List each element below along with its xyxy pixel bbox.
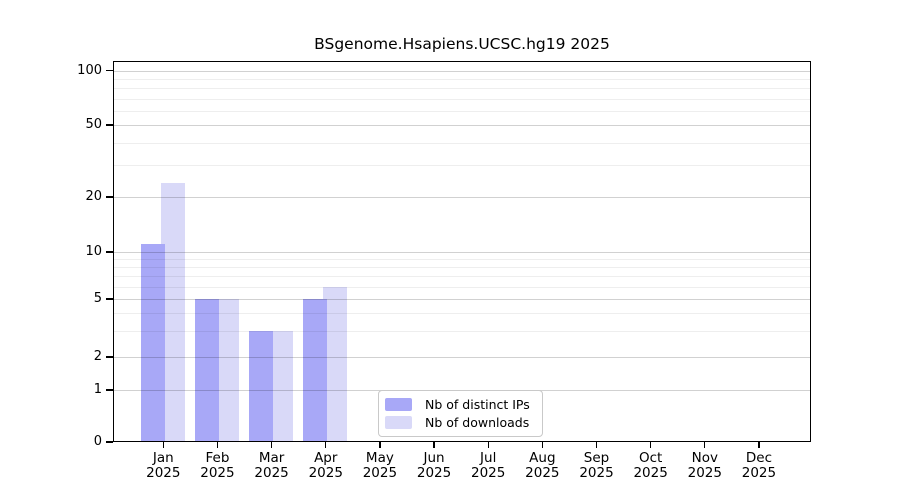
y-tick-label-2: 2 (93, 349, 102, 364)
major-gridline-5 (113, 299, 811, 300)
bar-feb-distinct-ips (194, 299, 219, 442)
bar-mar-downloads (269, 331, 294, 442)
x-tick-label-nov: Nov 2025 (675, 451, 735, 480)
minor-gridline-60 (113, 110, 811, 112)
y-tick-1 (106, 389, 113, 391)
year-label: 2025 (741, 464, 777, 481)
y-tick-label-50: 50 (85, 117, 102, 132)
y-tick-100 (106, 69, 113, 72)
legend-swatch-downloads (385, 416, 412, 430)
month-label: Jan (152, 450, 174, 466)
x-tick-label-apr: Apr 2025 (296, 451, 356, 480)
month-label: Nov (691, 450, 718, 466)
bar-apr-distinct-ips (303, 299, 328, 442)
x-tick-nov (704, 442, 706, 448)
x-tick-aug (541, 442, 543, 448)
month-label: Aug (529, 450, 556, 466)
minor-gridline-40 (113, 142, 811, 144)
minor-gridline-70 (113, 98, 811, 100)
major-gridline-50 (113, 125, 811, 126)
y-tick-label-100: 100 (77, 62, 102, 78)
x-tick-label-may: May 2025 (350, 451, 410, 480)
y-tick-5 (106, 298, 113, 300)
year-label: 2025 (579, 464, 614, 481)
y-tick-10 (106, 251, 113, 253)
month-label: Jun (423, 450, 445, 466)
minor-gridline-30 (113, 165, 811, 167)
bar-jan-downloads (160, 182, 185, 442)
legend-swatch-distinct-ips (385, 397, 412, 411)
x-tick-sep (595, 442, 598, 448)
minor-gridline-6 (113, 286, 811, 288)
minor-gridline-80 (113, 88, 811, 90)
minor-gridline-9 (113, 259, 811, 261)
minor-gridline-8 (113, 267, 811, 269)
x-tick-jul (487, 442, 489, 448)
y-tick-label-5: 5 (93, 291, 102, 306)
legend: Nb of distinct IPs Nb of downloads (378, 390, 543, 437)
x-tick-jun (433, 442, 435, 448)
major-gridline-20 (113, 197, 811, 198)
legend-label-distinct-ips: Nb of distinct IPs (425, 396, 530, 412)
minor-gridline-3 (113, 331, 811, 333)
bar-jan-distinct-ips (140, 244, 165, 442)
minor-gridline-7 (113, 276, 811, 278)
y-tick-20 (106, 196, 113, 198)
year-label: 2025 (416, 464, 452, 481)
month-label: Apr (314, 450, 338, 466)
y-tick-50 (106, 124, 113, 126)
x-tick-label-jun: Jun 2025 (404, 451, 464, 480)
x-tick-label-oct: Oct 2025 (621, 451, 681, 480)
x-tick-feb (216, 442, 219, 448)
month-label: Feb (205, 450, 230, 466)
y-tick-label-0: 0 (93, 434, 102, 449)
chart-title: BSgenome.Hsapiens.UCSC.hg19 2025 (314, 35, 610, 53)
x-tick-label-jan: Jan 2025 (133, 451, 193, 480)
x-tick-dec (758, 442, 760, 448)
major-gridline-100 (113, 70, 811, 72)
minor-gridline-4 (113, 313, 811, 315)
year-label: 2025 (525, 464, 560, 481)
year-label: 2025 (633, 464, 668, 481)
x-tick-mar (270, 442, 273, 448)
x-tick-apr (325, 442, 327, 448)
year-label: 2025 (200, 464, 235, 481)
month-label: Sep (583, 450, 610, 466)
x-tick-oct (650, 442, 652, 448)
month-label: May (365, 450, 394, 466)
x-tick-label-dec: Dec 2025 (729, 451, 789, 480)
y-tick-label-20: 20 (85, 189, 102, 204)
major-gridline-10 (113, 252, 811, 253)
minor-gridline-90 (113, 78, 811, 80)
bar-apr-downloads (323, 286, 348, 442)
x-tick-jan (162, 442, 164, 448)
year-label: 2025 (362, 464, 398, 481)
year-label: 2025 (308, 464, 343, 481)
x-tick-label-feb: Feb 2025 (187, 451, 247, 480)
month-label: Dec (745, 450, 772, 466)
month-label: Mar (258, 450, 285, 466)
y-tick-label-10: 10 (85, 244, 102, 259)
legend-item-downloads: Nb of downloads (385, 415, 536, 430)
major-gridline-2 (113, 357, 811, 358)
y-tick-label-1: 1 (93, 382, 102, 397)
legend-item-distinct-ips: Nb of distinct IPs (385, 397, 536, 412)
month-label: Jul (480, 450, 497, 466)
x-tick-label-sep: Sep 2025 (567, 451, 627, 480)
y-tick-2 (106, 356, 113, 358)
bar-mar-distinct-ips (249, 331, 274, 442)
bar-feb-downloads (214, 299, 239, 442)
legend-label-downloads: Nb of downloads (425, 415, 530, 431)
year-label: 2025 (146, 464, 181, 481)
year-label: 2025 (254, 464, 289, 481)
year-label: 2025 (687, 464, 722, 481)
month-label: Oct (638, 450, 663, 466)
x-tick-label-jul: Jul 2025 (458, 451, 518, 480)
y-tick-0 (106, 441, 113, 443)
x-tick-label-mar: Mar 2025 (242, 451, 302, 480)
x-tick-label-aug: Aug 2025 (512, 451, 572, 480)
year-label: 2025 (471, 464, 506, 481)
x-tick-may (379, 442, 381, 448)
